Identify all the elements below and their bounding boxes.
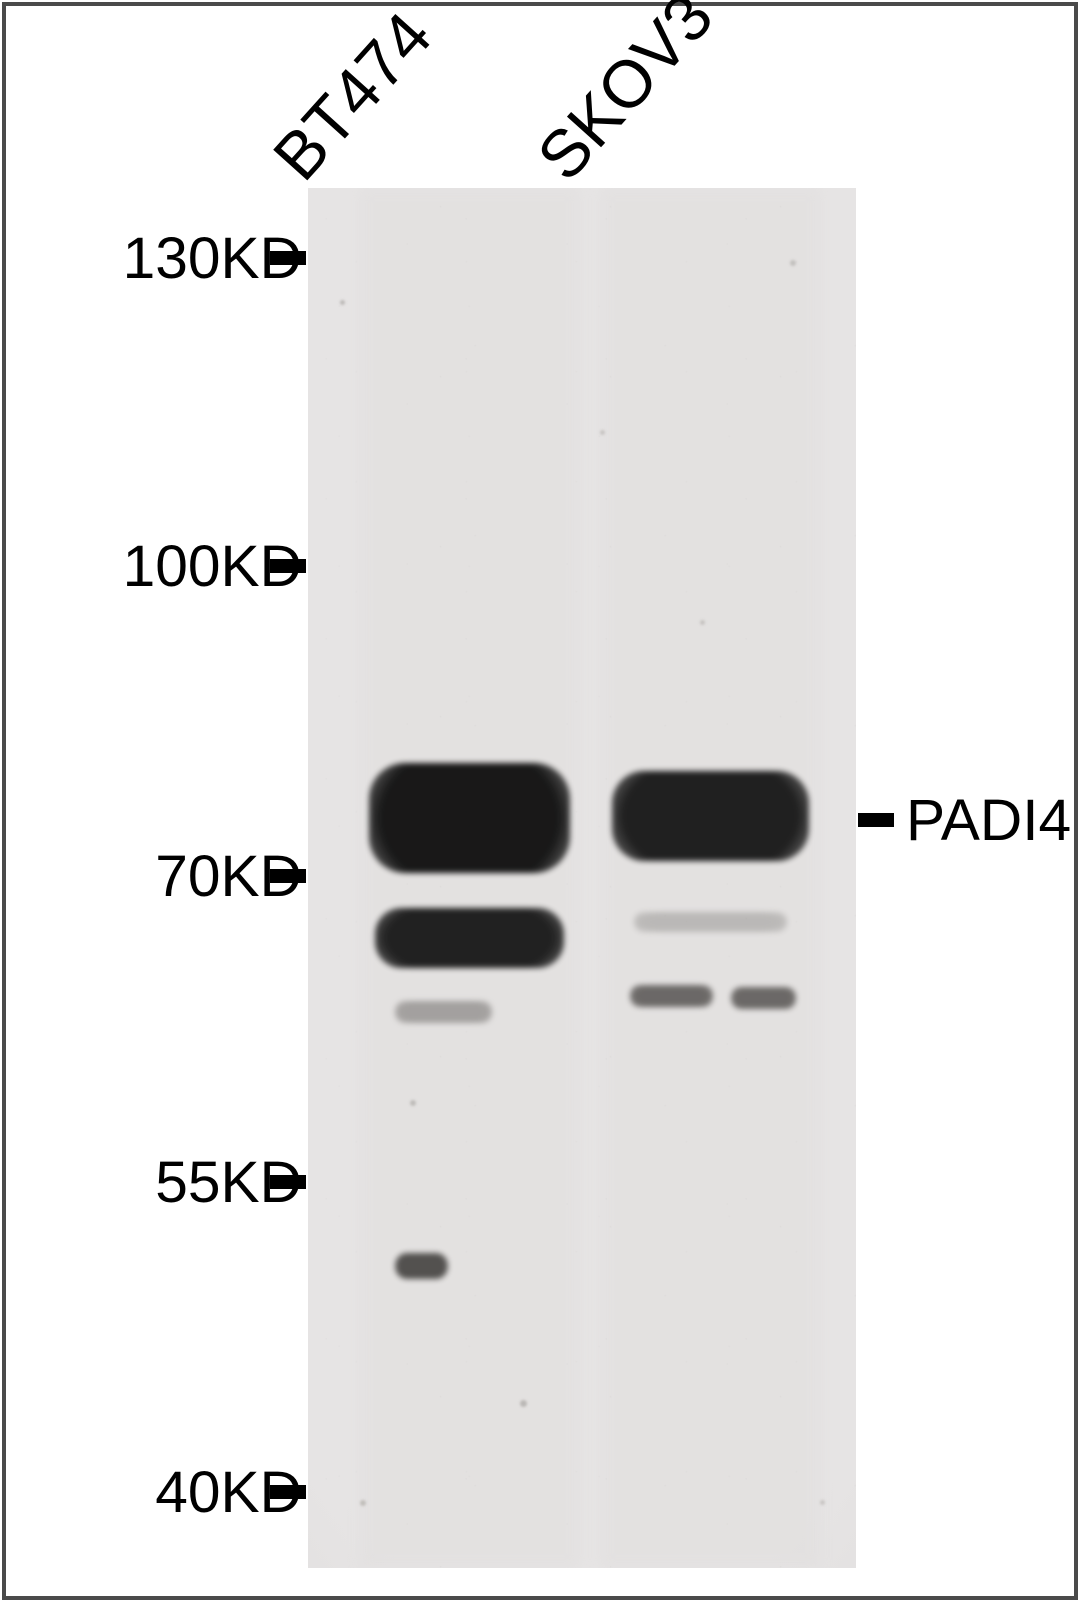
mw-tick (270, 869, 306, 883)
protein-band (375, 908, 564, 968)
mw-tick (270, 251, 306, 265)
target-tick (858, 813, 894, 827)
film-speck (340, 300, 345, 305)
film-speck (700, 620, 705, 625)
protein-band (731, 987, 797, 1009)
protein-band (369, 763, 571, 873)
film-speck (520, 1400, 527, 1407)
blot-membrane (308, 188, 856, 1568)
film-speck (790, 260, 796, 266)
protein-band (630, 985, 713, 1007)
film-speck (410, 1100, 416, 1106)
target-label: PADI4 (906, 786, 1071, 854)
mw-tick (270, 1485, 306, 1499)
mw-tick (270, 559, 306, 573)
film-speck (600, 430, 605, 435)
protein-band (634, 912, 787, 932)
lane-shade-1 (360, 188, 579, 1568)
mw-tick (270, 1175, 306, 1189)
protein-band (395, 1001, 491, 1023)
protein-band (612, 771, 809, 861)
film-speck (820, 1500, 825, 1505)
western-blot-figure: BT474 SKOV3 130KD100KD70KD55KD40KDPADI4 (0, 0, 1080, 1602)
lane-shade-2 (601, 188, 820, 1568)
protein-band (395, 1253, 448, 1279)
film-speck (360, 1500, 366, 1506)
